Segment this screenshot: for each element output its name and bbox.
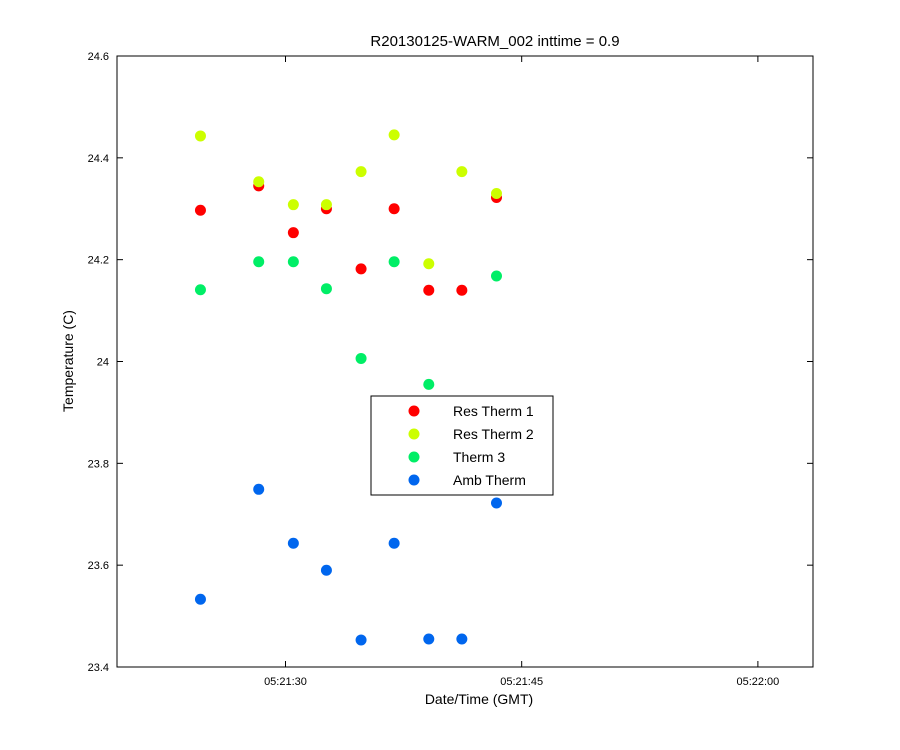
data-point-therm-3 — [253, 256, 265, 268]
legend-marker — [408, 428, 420, 440]
data-point-res-therm-2 — [423, 258, 435, 270]
y-tick-label: 24.6 — [88, 51, 109, 63]
y-tick-label: 24.4 — [88, 153, 109, 165]
data-point-amb-therm — [388, 537, 400, 549]
data-point-amb-therm — [253, 483, 265, 495]
data-point-res-therm-1 — [456, 284, 468, 296]
data-point-res-therm-1 — [388, 203, 400, 215]
legend-label: Amb Therm — [453, 472, 526, 488]
data-point-res-therm-2 — [287, 199, 299, 211]
y-axis-label: Temperature (C) — [60, 310, 76, 412]
x-tick-label: 05:22:00 — [736, 676, 779, 688]
x-tick-label: 05:21:30 — [264, 676, 307, 688]
x-tick-label: 05:21:45 — [500, 676, 543, 688]
data-point-amb-therm — [287, 537, 299, 549]
y-tick-label: 23.4 — [88, 662, 109, 674]
legend-marker — [408, 405, 420, 417]
data-point-res-therm-2 — [355, 166, 367, 178]
data-point-res-therm-2 — [490, 187, 502, 199]
legend-label: Res Therm 2 — [453, 426, 534, 442]
legend-marker — [408, 474, 420, 486]
data-point-res-therm-2 — [194, 130, 206, 142]
data-point-therm-3 — [388, 256, 400, 268]
legend-marker — [408, 451, 420, 463]
data-point-amb-therm — [490, 497, 502, 509]
y-tick-label: 24.2 — [88, 255, 109, 267]
data-point-amb-therm — [194, 593, 206, 605]
data-point-res-therm-2 — [320, 199, 332, 211]
y-axis: 23.4 23.6 23.8 24 24.2 24.4 24.6 — [88, 51, 813, 674]
plot-area — [116, 55, 814, 668]
y-tick-label: 24 — [97, 357, 109, 369]
x-axis-label: Date/Time (GMT) — [425, 691, 533, 707]
data-point-therm-3 — [490, 270, 502, 282]
legend-box — [370, 395, 554, 496]
data-points — [194, 129, 502, 646]
data-point-therm-3 — [194, 284, 206, 296]
data-point-therm-3 — [320, 283, 332, 295]
chart-title: R20130125-WARM_002 inttime = 0.9 — [370, 33, 619, 50]
data-point-therm-3 — [423, 378, 435, 390]
data-point-amb-therm — [423, 633, 435, 645]
data-point-amb-therm — [320, 564, 332, 576]
legend-label: Therm 3 — [453, 449, 505, 465]
data-point-therm-3 — [287, 256, 299, 268]
data-point-res-therm-2 — [253, 176, 265, 188]
data-point-therm-3 — [355, 352, 367, 364]
data-point-res-therm-1 — [287, 227, 299, 239]
y-tick-label: 23.8 — [88, 458, 109, 470]
x-axis: 05:21:30 05:21:45 05:22:00 — [264, 56, 779, 688]
data-point-res-therm-2 — [388, 129, 400, 141]
legend-label: Res Therm 1 — [453, 403, 534, 419]
y-tick-label: 23.6 — [88, 560, 109, 572]
data-point-res-therm-1 — [423, 284, 435, 296]
legend: Res Therm 1 Res Therm 2 Therm 3 Amb Therm — [370, 395, 554, 496]
data-point-res-therm-1 — [355, 263, 367, 275]
data-point-res-therm-1 — [194, 204, 206, 216]
data-point-amb-therm — [355, 634, 367, 646]
data-point-amb-therm — [456, 633, 468, 645]
data-point-res-therm-2 — [456, 166, 468, 178]
